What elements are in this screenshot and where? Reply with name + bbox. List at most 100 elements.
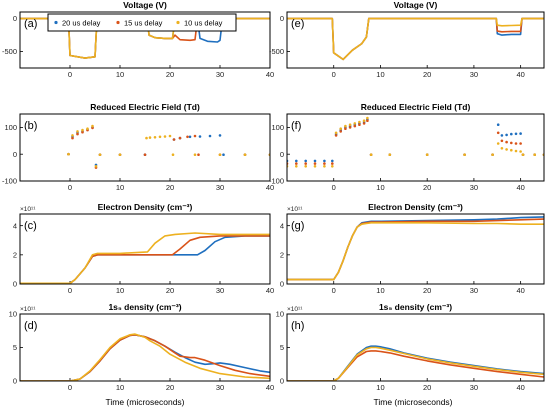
- series-20-us-delay-point: [188, 135, 192, 139]
- panel-title: Voltage (V): [123, 0, 167, 10]
- series-10-us-delay-point: [425, 153, 429, 156]
- x-tick-label: 20: [166, 183, 174, 192]
- series-10-us-delay-point: [304, 165, 308, 168]
- series-10-us-delay-point: [313, 165, 317, 168]
- x-tick-label: 20: [423, 70, 431, 79]
- y-tick-label: 0: [280, 377, 284, 386]
- series-15-us-delay-point: [505, 140, 508, 144]
- series-15-us-delay-point: [172, 138, 176, 141]
- plot-frame: [19, 113, 271, 182]
- x-tick-label: 30: [216, 383, 224, 392]
- x-tick-label: 0: [332, 286, 336, 295]
- y-tick-label: 100: [4, 123, 17, 132]
- series-20-us-delay-point: [295, 159, 298, 163]
- series-20-us-delay-point: [505, 133, 508, 137]
- series-10-us-delay-line: [20, 232, 270, 284]
- y-tick-label: 0: [13, 377, 17, 386]
- series-10-us-delay-point: [366, 116, 369, 120]
- series-15-us-delay-point: [323, 162, 326, 165]
- series-10-us-delay-line: [20, 333, 270, 381]
- y-tick-label: 4: [280, 221, 284, 230]
- series-10-us-delay-point: [67, 152, 70, 156]
- panel-letter: (c): [24, 220, 37, 232]
- series-10-us-delay-line: [287, 222, 544, 281]
- panel-letter: (f): [291, 120, 301, 132]
- legend-box: [47, 13, 237, 32]
- series-10-us-delay-point: [519, 150, 522, 153]
- x-tick-label: 0: [332, 70, 336, 79]
- y-tick-label: 5: [280, 343, 284, 352]
- series-20-us-delay-point: [331, 159, 334, 163]
- series-10-us-delay-point: [491, 153, 494, 156]
- series-10-us-delay-point: [510, 148, 513, 152]
- series-10-us-delay-point: [168, 134, 172, 138]
- series-10-us-delay-point: [153, 136, 157, 139]
- series-15-us-delay-point: [353, 124, 357, 128]
- y-tick-label: -500: [269, 47, 284, 56]
- x-tick-label: 20: [423, 183, 431, 192]
- series-10-us-delay-point: [323, 165, 326, 168]
- series-10-us-delay-point: [514, 149, 518, 153]
- panel-title: Reduced Electric Field (Td): [90, 102, 200, 112]
- series-15-us-delay-point: [81, 130, 84, 134]
- legend-marker-20us: [54, 20, 58, 25]
- x-tick-label: 10: [116, 183, 124, 192]
- x-tick-label: 40: [266, 286, 274, 295]
- series-15-us-delay-point: [358, 123, 361, 126]
- series-10-us-delay-point: [358, 120, 361, 124]
- y-tick-label: 0: [13, 280, 17, 289]
- legend-label-20us: 20 us delay: [62, 19, 101, 28]
- legend-marker-15us: [116, 20, 120, 25]
- series-10-us-delay-point: [148, 136, 152, 139]
- legend-label-15us: 15 us delay: [124, 19, 163, 28]
- series-15-us-delay-point: [334, 134, 338, 137]
- series-10-us-delay-point: [339, 127, 343, 130]
- series-10-us-delay-point: [362, 119, 366, 122]
- y-tick-label: 0: [13, 14, 17, 23]
- y-tick-label: 100: [271, 123, 284, 132]
- series-10-us-delay-point: [331, 165, 334, 168]
- panel-title: 1s₅ density (cm⁻³): [379, 302, 452, 312]
- legend-entry-15us: 15 us delay: [116, 19, 163, 28]
- series-20-us-delay-point: [218, 134, 222, 137]
- legend-label-10us: 10 us delay: [184, 19, 223, 28]
- y-tick-label: 0: [280, 150, 284, 159]
- plot-background: [287, 214, 544, 284]
- panel-title: 1s₅ density (cm⁻³): [108, 302, 181, 312]
- series-10-us-delay-point: [158, 135, 162, 139]
- x-tick-label: 0: [332, 383, 336, 392]
- series-10-us-delay-line: [287, 346, 544, 381]
- x-tick-label: 30: [216, 286, 224, 295]
- series-15-us-delay-point: [178, 136, 182, 140]
- series-10-us-delay-point: [353, 122, 357, 125]
- series-20-us-delay-point: [514, 132, 518, 136]
- x-tick-label: 10: [116, 383, 124, 392]
- series-10-us-delay-point: [218, 153, 222, 156]
- y-tick-label: -100: [269, 177, 284, 186]
- series-10-us-delay-point: [86, 127, 89, 130]
- y-tick-label: 2: [13, 250, 17, 259]
- series-10-us-delay-point: [348, 123, 352, 126]
- series-15-us-delay-point: [71, 136, 74, 140]
- x-tick-label: 40: [516, 70, 524, 79]
- series-20-us-delay-point: [323, 159, 326, 163]
- y-tick-label: 0: [13, 150, 17, 159]
- legend: 20 us delay 15 us delay 10 us delay: [47, 13, 237, 32]
- panel-letter: (g): [291, 220, 304, 232]
- series-15-us-delay-point: [344, 127, 347, 130]
- plot-background: [20, 214, 270, 284]
- series-15-us-delay-point: [186, 135, 189, 139]
- x-tick-label: 20: [166, 70, 174, 79]
- series-20-us-delay-point: [500, 134, 504, 137]
- y-tick-label: 0: [280, 14, 284, 23]
- x-tick-label: 10: [376, 286, 384, 295]
- y-exponent-label: ×10¹¹: [287, 206, 303, 213]
- y-exponent-label: ×10¹¹: [20, 306, 36, 313]
- x-tick-label: 20: [423, 383, 431, 392]
- series-15-us-delay-point: [339, 130, 343, 133]
- x-tick-label: 10: [116, 70, 124, 79]
